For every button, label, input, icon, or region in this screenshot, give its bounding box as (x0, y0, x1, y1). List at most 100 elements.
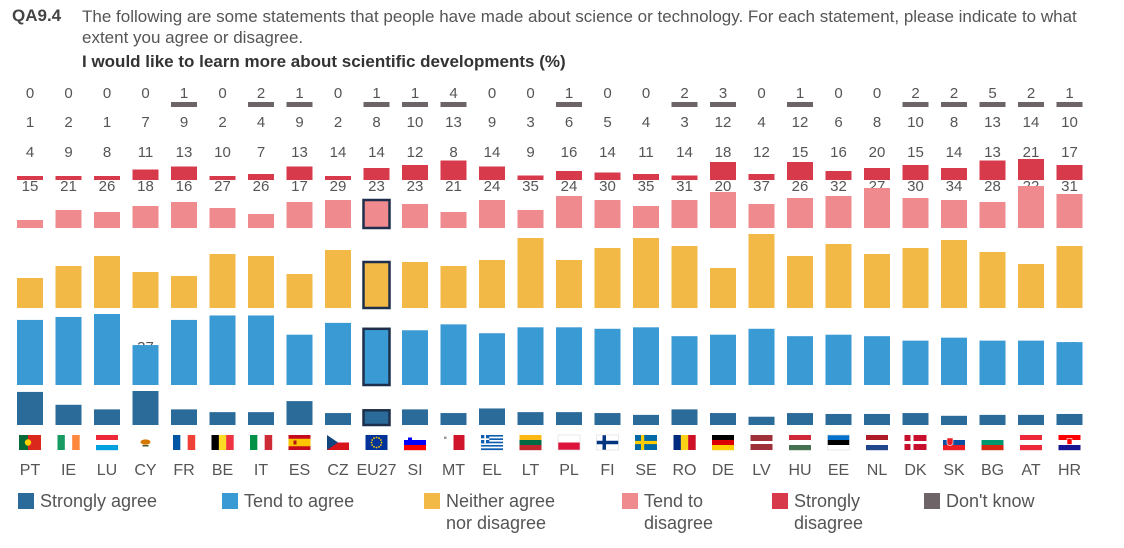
bar-strongly-disagree-se (633, 174, 659, 180)
bar-tend-to-disagree-fr (171, 202, 197, 228)
spain-flag-icon (288, 435, 311, 450)
category-label-fi: FI (600, 462, 614, 479)
value-label-neither-sk: 34 (946, 178, 963, 195)
value-label-strongly-disagree-it: 4 (257, 114, 265, 131)
category-label-de: DE (712, 462, 734, 479)
value-label-neither-it: 26 (253, 178, 270, 195)
category-label-nl: NL (867, 462, 888, 479)
value-label-dont-know-it: 2 (257, 85, 265, 102)
bar-dont-know-it (248, 102, 274, 107)
value-label-strongly-disagree-se: 4 (642, 114, 650, 131)
legend-item-dont-know: Don't know (924, 490, 1096, 512)
bar-strongly-agree-fr (171, 409, 197, 425)
legend-swatch-tend-to-disagree (622, 493, 638, 509)
bar-tend-to-disagree-fi (594, 200, 621, 228)
bar-dont-know-hr (1056, 102, 1083, 107)
bar-strongly-agree-de (710, 413, 736, 425)
bar-strongly-agree-it (248, 412, 274, 425)
bar-dont-know-pl (556, 102, 582, 107)
bar-dont-know-fr (171, 102, 197, 107)
chart-legend: Strongly agree Tend to agree Neither agree… (18, 490, 1118, 546)
bar-tend-to-agree-el (479, 333, 505, 385)
hungary-flag-icon (789, 435, 811, 451)
category-label-mt: MT (442, 462, 465, 479)
value-label-dont-know-si: 1 (411, 85, 419, 102)
bar-tend-to-agree-de (710, 334, 736, 385)
legend-label-dont-know: Don't know (946, 491, 1035, 511)
value-label-strongly-disagree-ie: 2 (64, 114, 72, 131)
eu-flag-icon (365, 435, 388, 450)
germany-flag-icon (712, 435, 734, 451)
category-label-se: SE (635, 462, 656, 479)
value-label-dont-know-lv: 0 (757, 85, 765, 102)
bar-tend-to-agree-eu27 (362, 327, 391, 387)
bar-neither-fi (594, 248, 621, 308)
france-flag-icon (173, 435, 196, 450)
value-label-strongly-disagree-cz: 2 (334, 114, 342, 131)
bar-tend-to-disagree-lv (748, 204, 775, 228)
bar-neither-pl (556, 260, 582, 308)
bar-strongly-disagree-es (286, 166, 313, 180)
legend-swatch-dont-know (924, 493, 940, 509)
sweden-flag-icon (635, 435, 657, 450)
bar-tend-to-agree-lu (94, 314, 120, 385)
bar-strongly-disagree-lu (94, 176, 120, 180)
value-label-neither-fr: 16 (176, 178, 193, 195)
bar-tend-to-disagree-cz (325, 200, 351, 228)
value-label-tend-to-disagree-at: 21 (1023, 144, 1040, 161)
bar-tend-to-disagree-eu27 (362, 198, 391, 230)
value-label-neither-lu: 26 (99, 178, 116, 195)
category-label-ee: EE (828, 462, 849, 479)
bar-strongly-disagree-eu27 (363, 168, 390, 180)
belgium-flag-icon (211, 435, 234, 450)
value-label-tend-to-disagree-cz: 14 (330, 144, 347, 161)
bar-strongly-agree-el (479, 408, 505, 425)
bar-tend-to-disagree-bg (979, 202, 1006, 228)
bar-tend-to-agree-se (633, 327, 659, 385)
bar-tend-to-disagree-ro (671, 200, 698, 228)
bar-tend-to-agree-sk (941, 337, 967, 385)
value-label-tend-to-disagree-be: 10 (214, 144, 231, 161)
bar-strongly-disagree-ee (825, 171, 852, 180)
value-label-neither-cy: 18 (137, 178, 154, 195)
bar-strongly-agree-mt (440, 413, 467, 425)
bar-strongly-agree-cy (132, 391, 159, 425)
value-label-strongly-disagree-hr: 10 (1061, 114, 1078, 131)
value-label-strongly-disagree-ro: 3 (680, 114, 688, 131)
value-label-strongly-disagree-dk: 10 (907, 114, 924, 131)
bar-strongly-disagree-ie (55, 176, 82, 180)
value-label-tend-to-disagree-lu: 8 (103, 144, 111, 161)
value-label-neither-be: 27 (214, 178, 231, 195)
bar-neither-pt (17, 278, 43, 308)
value-label-strongly-disagree-lv: 4 (757, 114, 765, 131)
bar-neither-hr (1056, 246, 1083, 308)
bar-neither-el (479, 260, 505, 308)
value-label-dont-know-pl: 1 (565, 85, 573, 102)
category-label-sk: SK (943, 462, 965, 479)
bulgaria-flag-icon (981, 435, 1004, 451)
estonia-flag-icon (827, 434, 850, 451)
value-label-dont-know-de: 3 (719, 85, 727, 102)
bar-strongly-disagree-sk (941, 168, 967, 180)
value-label-dont-know-bg: 5 (988, 85, 996, 102)
value-label-dont-know-el: 0 (488, 85, 496, 102)
poland-flag-icon (557, 434, 581, 451)
category-label-pl: PL (559, 462, 579, 479)
category-label-pt: PT (20, 462, 41, 479)
bar-tend-to-agree-hr (1056, 342, 1083, 385)
value-label-dont-know-dk: 2 (911, 85, 919, 102)
value-label-strongly-disagree-si: 10 (407, 114, 424, 131)
value-label-strongly-disagree-at: 14 (1023, 114, 1040, 131)
bar-strongly-agree-fi (594, 413, 621, 425)
denmark-flag-icon (904, 435, 927, 450)
bar-tend-to-disagree-nl (864, 188, 890, 228)
bar-dont-know-ro (671, 102, 698, 107)
bar-tend-to-agree-bg (979, 340, 1006, 385)
bar-tend-to-agree-ee (825, 334, 852, 385)
category-label-eu27: EU27 (356, 462, 396, 479)
slovakia-flag-icon (943, 435, 965, 451)
value-label-tend-to-disagree-lt: 9 (526, 144, 534, 161)
luxembourg-flag-icon (96, 435, 118, 451)
bar-strongly-disagree-at (1018, 159, 1044, 180)
bar-strongly-disagree-lt (517, 175, 544, 180)
